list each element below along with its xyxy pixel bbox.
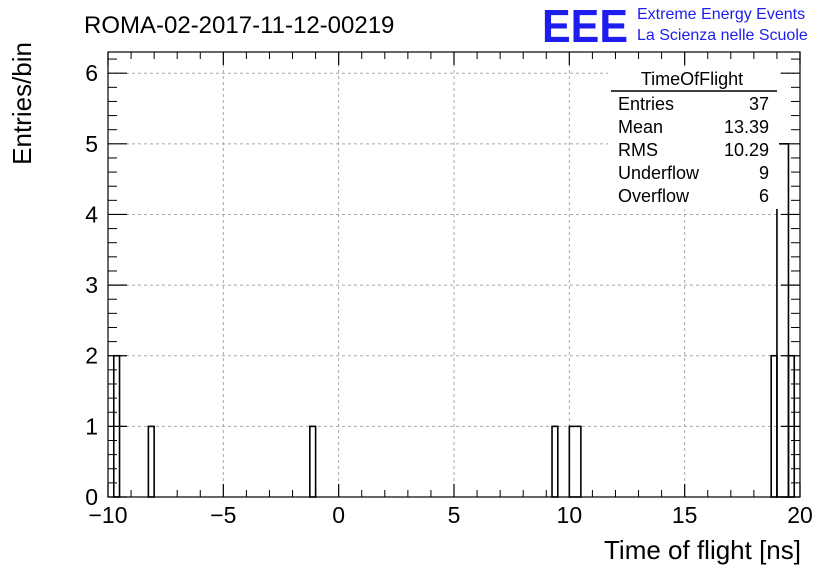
histogram-bin — [568, 425, 582, 498]
stat-label-mean: Mean — [618, 117, 663, 137]
stat-value-rms: 10.29 — [724, 140, 769, 160]
stat-value-overflow: 6 — [759, 186, 769, 206]
stat-value-underflow: 9 — [759, 163, 769, 183]
x-axis-label: Time of flight [ns] — [604, 535, 801, 565]
y-tick-label: 0 — [85, 484, 98, 510]
stats-title: TimeOfFlight — [641, 69, 743, 89]
stat-value-entries: 37 — [749, 94, 769, 114]
axes-ticks: −10 −5 0 5 10 15 20 0 1 2 3 4 5 6 — [85, 52, 813, 528]
y-tick-label: 3 — [85, 272, 98, 298]
histogram-bin — [551, 425, 559, 498]
y-tick-label: 6 — [85, 60, 98, 86]
y-tick-label: 5 — [85, 131, 98, 157]
brand-line-2: La Scienza nelle Scuole — [637, 27, 808, 44]
stat-label-overflow: Overflow — [618, 186, 690, 206]
stat-label-rms: RMS — [618, 140, 658, 160]
x-tick-label: 5 — [448, 502, 461, 528]
y-axis-label: Entries/bin — [7, 42, 37, 165]
histogram-bin — [309, 425, 317, 498]
brand-line-1: Extreme Energy Events — [637, 6, 805, 23]
y-tick-label: 1 — [85, 413, 98, 439]
x-tick-label: 10 — [557, 502, 583, 528]
x-tick-label: 15 — [672, 502, 698, 528]
stats-box: TimeOfFlight Entries 37 Mean 13.39 RMS 1… — [608, 68, 779, 209]
x-tick-label: 0 — [332, 502, 345, 528]
x-tick-label: −5 — [210, 502, 236, 528]
stat-label-entries: Entries — [618, 94, 674, 114]
y-tick-label: 2 — [85, 343, 98, 369]
stat-label-underflow: Underflow — [618, 163, 700, 183]
histogram-bin — [147, 425, 155, 498]
x-tick-label: −10 — [88, 502, 127, 528]
x-tick-label: 20 — [787, 502, 813, 528]
eee-logo: EEE — [542, 0, 628, 52]
stat-value-mean: 13.39 — [724, 117, 769, 137]
chart-title: ROMA-02-2017-11-12-00219 — [84, 12, 394, 39]
y-tick-label: 4 — [85, 201, 98, 227]
